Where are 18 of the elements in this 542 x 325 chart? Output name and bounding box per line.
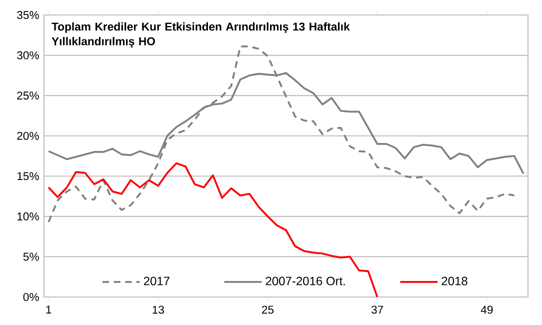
- x-tick-label: 1: [46, 306, 52, 314]
- x-tick-label: 49: [480, 306, 493, 314]
- legend-label: 2007-2016 Ort.: [266, 276, 345, 286]
- text: Toplam Krediler Kur Etkisinden Arındırılmış 13 Haftalık Yıllıklandırılmış HO: [52, 22, 350, 48]
- x-tick-label: 25: [262, 306, 274, 314]
- y-tick-label: 15%: [17, 172, 39, 180]
- legend-label: 2017: [144, 276, 170, 286]
- y-tick-label: 25%: [17, 92, 39, 100]
- line-series: [48, 162, 378, 297]
- y-tick-label: 30%: [17, 51, 39, 60]
- x-tick-label: 13: [152, 306, 164, 314]
- x-tick-label: 37: [371, 306, 384, 314]
- y-tick-label: 0%: [23, 293, 39, 302]
- y-tick-label: 35%: [17, 11, 39, 20]
- y-tick-label: 10%: [17, 212, 39, 220]
- y-tick-label: 5%: [23, 252, 39, 261]
- y-tick-label: 20%: [17, 132, 39, 140]
- legend-label: 2018: [442, 276, 468, 286]
